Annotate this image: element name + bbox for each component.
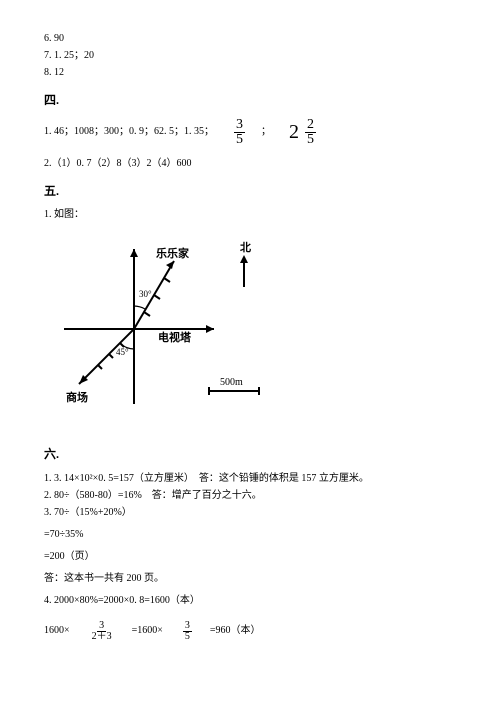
label-north: 北 bbox=[240, 240, 251, 254]
fraction-den: 5 bbox=[234, 133, 245, 147]
sec4-row2: 2.（1）0. 7（2）8（3）2（4）600 bbox=[44, 156, 456, 172]
fraction-2-5: 2 5 bbox=[305, 118, 316, 147]
sec6-l3: 3. 70÷（15%+20%） bbox=[44, 505, 456, 521]
sec6-row8-c: =960（本） bbox=[210, 623, 261, 639]
sec5-line1: 1. 如图： bbox=[44, 207, 456, 223]
sec4-row1-sep: ； bbox=[261, 124, 271, 140]
fraction-num: 3 bbox=[97, 621, 106, 632]
section-4-head: 四. bbox=[44, 91, 456, 110]
label-scale: 500m bbox=[220, 377, 243, 388]
fraction-3-over-2plus3: 3 2＋3 bbox=[90, 621, 114, 642]
label-tower: 电视塔 bbox=[158, 330, 192, 344]
fraction-num: 2 bbox=[305, 118, 316, 133]
label-mall: 商场 bbox=[66, 390, 88, 404]
label-30: 30° bbox=[139, 289, 152, 299]
fraction-num: 3 bbox=[234, 118, 245, 133]
fraction-den: 2＋3 bbox=[90, 632, 114, 642]
section-6-head: 六. bbox=[44, 445, 456, 464]
sec6-row8: 1600× 3 2＋3 =1600× 3 5 =960（本） bbox=[44, 621, 456, 642]
fraction-num: 3 bbox=[183, 621, 192, 632]
sec6-l6: 答：这本书一共有 200 页。 bbox=[44, 571, 456, 587]
section-5-head: 五. bbox=[44, 182, 456, 201]
fraction-den: 5 bbox=[305, 133, 316, 147]
answer-line-7: 7. 1. 25；20 bbox=[44, 48, 456, 64]
mixed-int: 2 bbox=[289, 116, 299, 148]
label-45: 45° bbox=[116, 347, 129, 357]
sec6-l5: =200（页） bbox=[44, 549, 456, 565]
sec6-l2: 2. 80÷（580-80）=16% 答：增产了百分之十六。 bbox=[44, 488, 456, 504]
diagram-wrap: 乐乐家 北 30° 45° 电视塔 商场 500m bbox=[44, 229, 456, 435]
sec6-row8-a: 1600× bbox=[44, 623, 70, 639]
fraction-3-5-b: 3 5 bbox=[183, 621, 192, 642]
fraction-den: 5 bbox=[183, 632, 192, 642]
answer-line-8: 8. 12 bbox=[44, 65, 456, 81]
direction-diagram: 乐乐家 北 30° 45° 电视塔 商场 500m bbox=[44, 229, 274, 429]
sec6-l4: =70÷35% bbox=[44, 527, 456, 543]
sec6-l7: 4. 2000×80%=2000×0. 8=1600（本） bbox=[44, 593, 456, 609]
sec4-row1-text: 1. 46；1008；300；0. 9；62. 5；1. 35； bbox=[44, 124, 214, 140]
sec6-l1: 1. 3. 14×10²×0. 5=157（立方厘米） 答：这个铅锤的体积是 1… bbox=[44, 471, 456, 487]
label-home: 乐乐家 bbox=[156, 246, 190, 260]
sec6-row8-b: =1600× bbox=[132, 623, 163, 639]
answer-line-6: 6. 90 bbox=[44, 31, 456, 47]
fraction-3-5: 3 5 bbox=[234, 118, 245, 147]
sec4-row1: 1. 46；1008；300；0. 9；62. 5；1. 35； 3 5 ； 2… bbox=[44, 116, 456, 148]
